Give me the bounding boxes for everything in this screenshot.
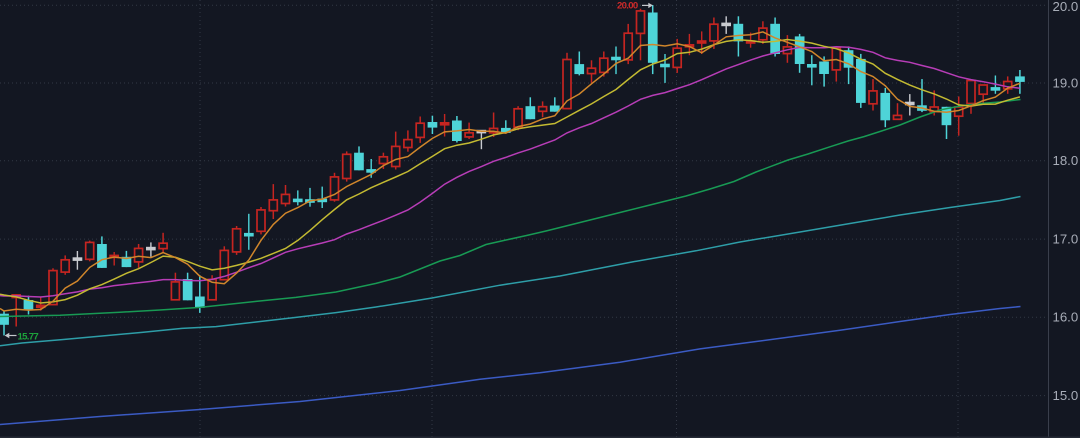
svg-text:17.0: 17.0 <box>1053 232 1079 247</box>
svg-text:18.0: 18.0 <box>1053 153 1079 168</box>
svg-text:15.77: 15.77 <box>18 332 39 343</box>
svg-text:15.0: 15.0 <box>1053 388 1079 403</box>
svg-text:20.00: 20.00 <box>617 1 638 12</box>
svg-text:20.0: 20.0 <box>1053 0 1079 14</box>
svg-text:16.0: 16.0 <box>1053 310 1079 325</box>
svg-text:19.0: 19.0 <box>1053 75 1079 90</box>
